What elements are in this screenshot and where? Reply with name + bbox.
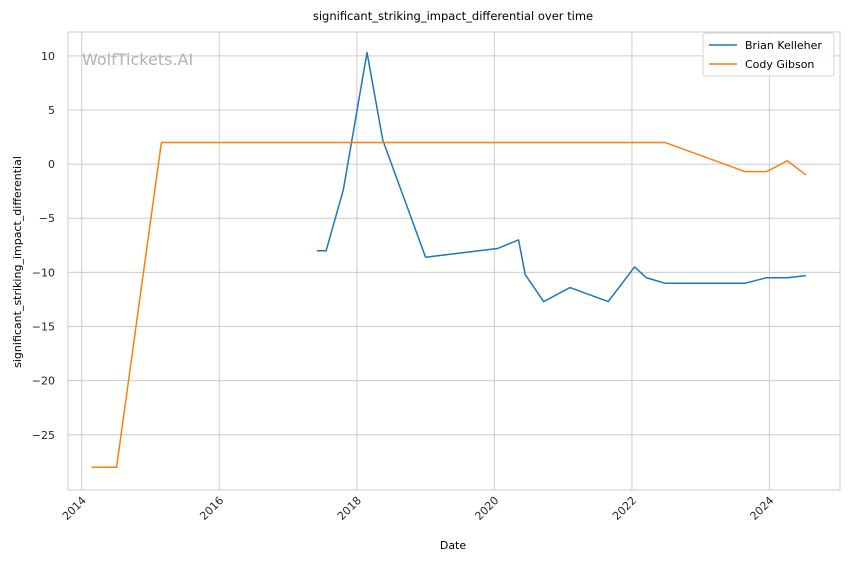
y-tick-label: 5 — [48, 104, 55, 117]
grid-lines — [68, 32, 840, 490]
y-tick-label: −15 — [32, 321, 55, 334]
chart-title: significant_striking_impact_differential… — [313, 9, 593, 23]
series-lines — [91, 51, 807, 469]
x-axis-label: Date — [440, 539, 467, 552]
y-tick-label: 10 — [41, 50, 55, 63]
legend-label-brian-kelleher: Brian Kelleher — [745, 39, 822, 52]
plot-frame — [67, 31, 841, 491]
legend: Brian Kelleher Cody Gibson — [702, 32, 835, 77]
y-tick-labels: 10 5 0 −5 −10 −15 −20 −25 — [32, 50, 55, 442]
y-axis-label: significant_striking_impact_differential — [11, 156, 24, 368]
y-tick-label: −25 — [32, 429, 55, 442]
y-tick-label: −20 — [32, 375, 55, 388]
watermark: WolfTickets.AI — [82, 50, 193, 69]
y-tick-label: −10 — [32, 266, 55, 279]
y-tick-label: 0 — [48, 158, 55, 171]
series-line-brian-kelleher — [316, 51, 807, 303]
y-tick-label: −5 — [39, 212, 55, 225]
legend-box — [702, 32, 835, 77]
legend-label-cody-gibson: Cody Gibson — [745, 58, 814, 71]
series-line-cody-gibson — [91, 141, 807, 469]
